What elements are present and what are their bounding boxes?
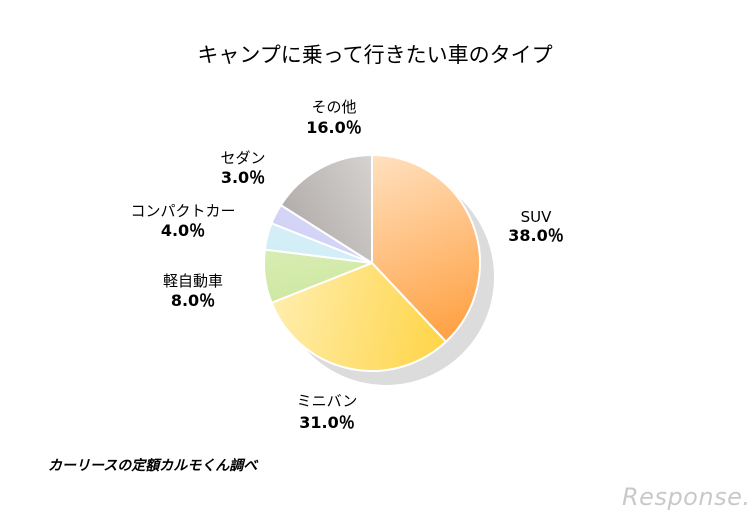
slice-label-minivan: ミニバン 31.0％ [297, 392, 358, 432]
slice-name-compact: コンパクトカー [130, 202, 235, 220]
slice-label-compact: コンパクトカー 4.0％ [130, 202, 235, 240]
slice-value-suv: 38.0％ [508, 226, 563, 245]
slice-label-kei: 軽自動車 8.0％ [163, 272, 223, 310]
slice-value-minivan: 31.0％ [299, 413, 354, 432]
slice-label-suv: SUV 38.0％ [508, 208, 563, 245]
slice-value-kei: 8.0％ [171, 291, 215, 310]
slice-value-other: 16.0％ [306, 118, 361, 137]
slice-name-suv: SUV [521, 208, 553, 226]
slice-label-sedan: セダン 3.0％ [220, 149, 265, 187]
slice-name-sedan: セダン [220, 149, 265, 167]
response-logo: Response. [622, 483, 750, 511]
slice-value-sedan: 3.0％ [221, 168, 265, 187]
slice-label-other: その他 16.0％ [306, 98, 361, 137]
pie-slices [263, 153, 481, 372]
pie-slice-minivan [270, 261, 448, 372]
source-note: カーリースの定額カルモくん調べ [48, 457, 259, 474]
slice-name-kei: 軽自動車 [163, 272, 223, 290]
pie-slice-other [279, 153, 373, 265]
watermark-text: Response. [622, 483, 750, 511]
slice-value-compact: 4.0％ [161, 221, 205, 240]
pie-slice-suv [371, 153, 481, 344]
chart-title: キャンプに乗って行きたい車のタイプ [197, 43, 552, 67]
slice-name-minivan: ミニバン [297, 392, 358, 410]
slice-name-other: その他 [311, 98, 356, 116]
